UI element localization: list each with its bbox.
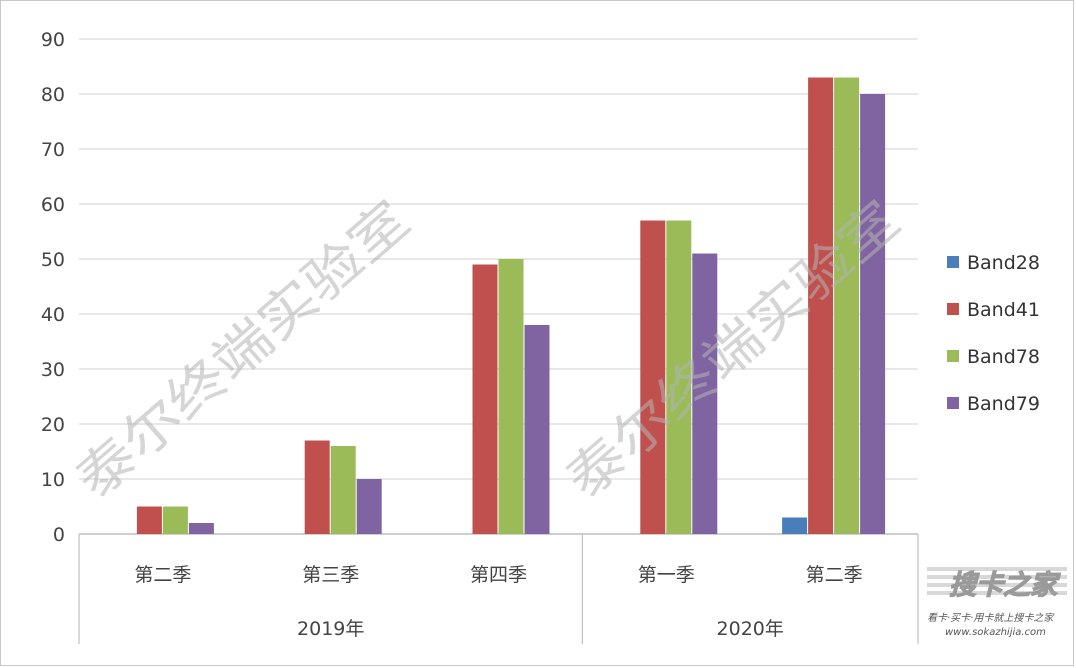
bar-band79 <box>188 523 214 534</box>
bar-band41 <box>136 506 162 534</box>
bar-band41 <box>640 220 666 534</box>
x-tick-label: 第四季 <box>470 564 527 586</box>
bar-band41 <box>472 264 498 534</box>
watermark-left: 泰尔终端实验室 <box>65 190 421 511</box>
x-tick-label: 第三季 <box>302 564 359 586</box>
logo-subtitle: 看卡·买卡·用卡就上搜卡之家 <box>927 612 1055 624</box>
bar-band79 <box>692 253 718 534</box>
watermark-left-text: 泰尔终端实验室 <box>65 190 421 511</box>
bar-band78 <box>162 506 188 534</box>
x-axis-labels: 第二季 第三季 第四季 第一季 第二季 2019年 2020年 <box>134 564 862 640</box>
legend-swatch-band78 <box>947 350 959 362</box>
logo-stripe <box>927 583 1067 587</box>
group-label: 2020年 <box>717 618 784 640</box>
legend: Band28 Band41 Band78 Band79 <box>947 252 1040 415</box>
bar-band41 <box>304 440 330 534</box>
y-tick-label: 60 <box>41 194 65 216</box>
legend-label-band28: Band28 <box>967 252 1040 274</box>
bar-band41 <box>808 77 834 534</box>
y-tick-label: 20 <box>41 414 65 436</box>
logo-url: www.sokazhijia.com <box>945 627 1046 638</box>
bar-band78 <box>666 220 692 534</box>
legend-label-band78: Band78 <box>967 346 1040 368</box>
legend-swatch-band41 <box>947 303 959 315</box>
x-tick-label: 第一季 <box>638 564 695 586</box>
bar-band78 <box>834 77 860 534</box>
y-tick-label: 80 <box>41 84 65 106</box>
bar-band79 <box>860 94 886 534</box>
y-tick-label: 70 <box>41 139 65 161</box>
bar-band28 <box>782 517 808 534</box>
legend-swatch-band28 <box>947 256 959 268</box>
group-label: 2019年 <box>297 618 364 640</box>
y-tick-label: 10 <box>41 469 65 491</box>
legend-swatch-band79 <box>947 397 959 409</box>
bar-band78 <box>498 259 524 534</box>
bar-band79 <box>524 325 550 534</box>
bars <box>136 77 886 534</box>
x-tick-label: 第二季 <box>134 564 191 586</box>
y-tick-label: 90 <box>41 29 65 51</box>
site-logo: 搜卡之家 看卡·买卡·用卡就上搜卡之家 www.sokazhijia.com <box>927 567 1067 638</box>
y-tick-label: 0 <box>53 524 65 546</box>
logo-title: 搜卡之家 <box>949 570 1061 601</box>
y-tick-label: 40 <box>41 304 65 326</box>
x-tick-label: 第二季 <box>806 564 863 586</box>
bar-band78 <box>330 446 356 534</box>
legend-label-band79: Band79 <box>967 393 1040 415</box>
logo-stripe <box>927 575 1067 579</box>
logo-stripe <box>927 591 1067 595</box>
y-tick-label: 30 <box>41 359 65 381</box>
logo-stripe <box>927 567 1067 571</box>
bar-band79 <box>356 479 382 534</box>
legend-label-band41: Band41 <box>967 299 1040 321</box>
y-tick-label: 50 <box>41 249 65 271</box>
